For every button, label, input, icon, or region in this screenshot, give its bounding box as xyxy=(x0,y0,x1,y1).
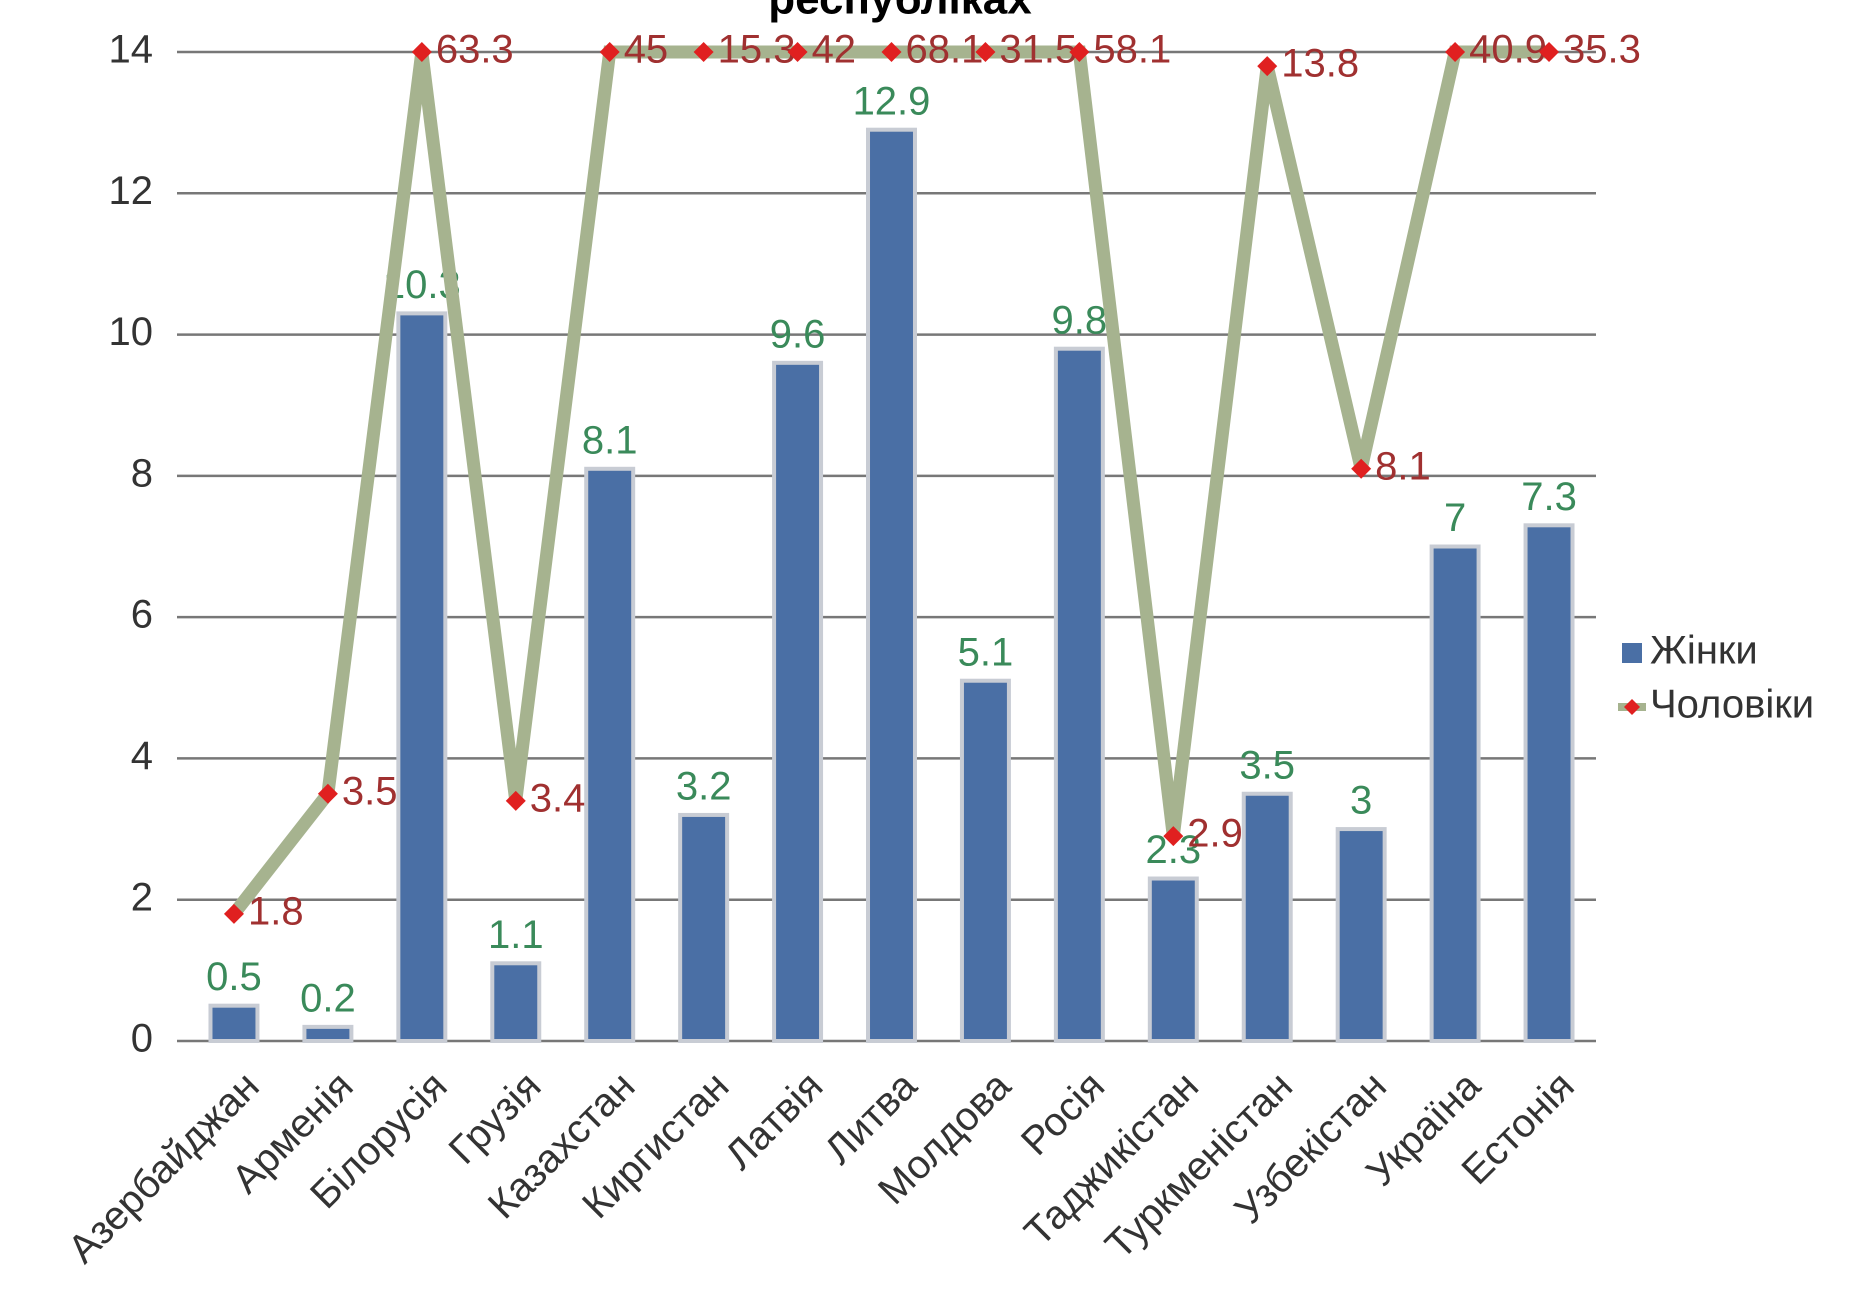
bar-value-label: 12.9 xyxy=(853,79,931,123)
bar-value-label: 3.5 xyxy=(1239,743,1295,787)
line-marker xyxy=(1539,42,1560,62)
line-marker xyxy=(1257,56,1278,77)
line-marker xyxy=(1163,826,1184,847)
line-marker xyxy=(1351,458,1372,479)
bar xyxy=(490,961,542,1043)
line-marker xyxy=(223,903,244,924)
line-value-label: 13.8 xyxy=(1281,42,1359,86)
line-value-label: 58.1 xyxy=(1093,28,1171,72)
bar xyxy=(1523,523,1575,1043)
bar xyxy=(959,678,1011,1043)
bar xyxy=(302,1024,354,1044)
bar xyxy=(1335,827,1387,1043)
bar xyxy=(584,466,636,1043)
bar xyxy=(396,311,448,1043)
y-tick-label: 10 xyxy=(109,310,154,354)
line-marker xyxy=(1069,42,1090,62)
legend-label: Чоловіки xyxy=(1650,683,1814,727)
line-value-label: 63.3 xyxy=(436,28,514,72)
line-marker xyxy=(1445,42,1466,62)
bar xyxy=(678,812,730,1044)
bar-value-label: 1.1 xyxy=(488,913,544,957)
line-marker xyxy=(411,42,432,62)
chart-title: республіках xyxy=(768,0,1032,24)
line-value-label: 40.9 xyxy=(1469,28,1547,72)
line-value-label: 42 xyxy=(812,28,857,72)
bar xyxy=(1241,791,1293,1043)
bar xyxy=(772,360,824,1044)
line-marker xyxy=(505,790,526,811)
line-marker xyxy=(599,42,620,62)
line-value-label: 1.8 xyxy=(248,889,304,933)
line-value-label: 45 xyxy=(624,28,669,72)
y-tick-label: 2 xyxy=(131,875,153,919)
bar-value-label: 9.6 xyxy=(770,312,826,356)
line-value-label: 35.3 xyxy=(1563,28,1641,72)
bar-value-label: 7 xyxy=(1444,496,1466,540)
line-value-label: 15.3 xyxy=(718,28,796,72)
line-value-label: 31.5 xyxy=(999,28,1077,72)
bar-value-label: 0.5 xyxy=(206,955,262,999)
y-tick-label: 0 xyxy=(131,1017,153,1061)
y-tick-label: 12 xyxy=(109,169,154,213)
legend-marker xyxy=(1624,699,1640,715)
bar-value-label: 3 xyxy=(1350,779,1372,823)
bar-value-label: 3.2 xyxy=(676,765,732,809)
y-tick-label: 14 xyxy=(109,28,154,72)
line-marker xyxy=(787,42,808,62)
bar xyxy=(208,1003,260,1044)
bar-value-label: 7.3 xyxy=(1521,475,1577,519)
line-marker xyxy=(975,42,996,62)
legend-swatch xyxy=(1622,643,1642,663)
bar-value-label: 5.1 xyxy=(958,630,1014,674)
line-marker xyxy=(317,783,338,804)
legend-label: Жінки xyxy=(1650,629,1758,673)
line-marker xyxy=(881,42,902,62)
y-tick-label: 8 xyxy=(131,451,153,495)
line-value-label: 3.5 xyxy=(342,769,398,813)
bar xyxy=(1429,544,1481,1043)
bar xyxy=(1147,876,1199,1043)
line-value-label: 68.1 xyxy=(906,28,984,72)
bar xyxy=(1053,346,1105,1043)
bar-value-label: 0.2 xyxy=(300,976,356,1020)
line-marker xyxy=(693,42,714,62)
bar-value-label: 8.1 xyxy=(582,418,638,462)
y-tick-label: 4 xyxy=(131,734,153,778)
bar-value-label: 9.8 xyxy=(1052,298,1108,342)
line-value-label: 3.4 xyxy=(530,776,586,820)
x-tick-label: Латвія xyxy=(717,1064,831,1178)
bar xyxy=(866,127,917,1043)
y-tick-label: 6 xyxy=(131,593,153,637)
line-value-label: 8.1 xyxy=(1375,444,1431,488)
line-value-label: 2.9 xyxy=(1187,812,1243,856)
